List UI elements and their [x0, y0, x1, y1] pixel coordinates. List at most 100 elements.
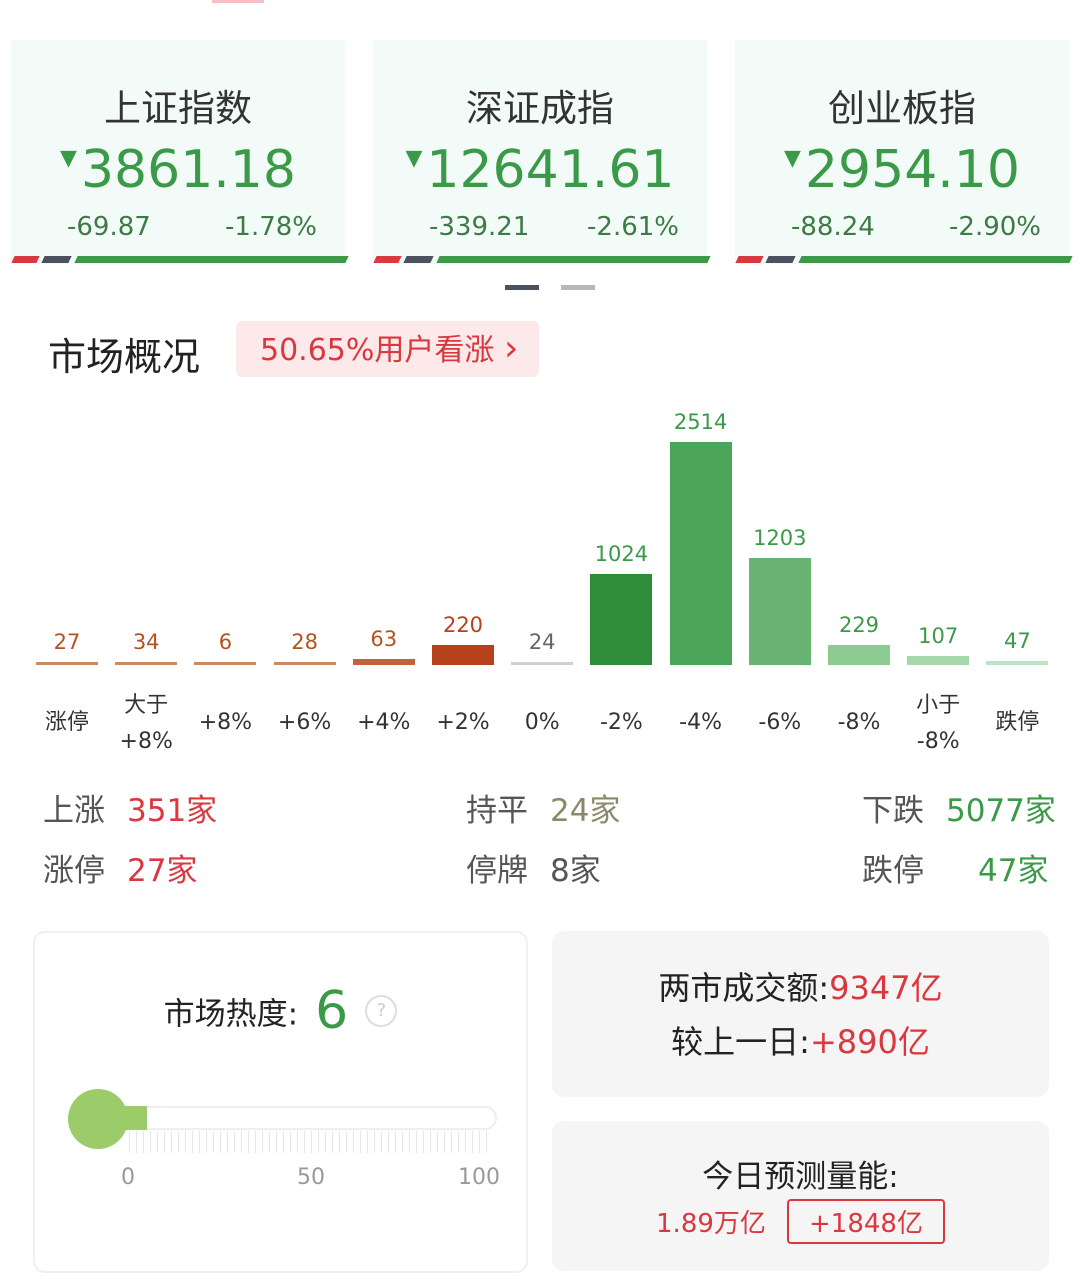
turnover-label: 两市成交额:	[658, 969, 830, 1007]
breadth-up	[11, 256, 40, 263]
index-card[interactable]: 上证指数 ▼3861.18 -69.87 -1.78%	[11, 40, 349, 264]
forecast-diff: +1848亿	[787, 1199, 945, 1244]
heat-value: 6	[315, 981, 349, 1041]
stat-label: 下跌	[862, 793, 924, 829]
bar-3[interactable]	[273, 662, 336, 665]
index-price: 2954.10	[804, 140, 1020, 200]
breadth-down	[74, 256, 349, 263]
heat-label: 市场热度:	[163, 996, 299, 1033]
bar-value: 24	[528, 630, 556, 654]
bar-5[interactable]	[432, 645, 494, 665]
stat-item: 跌停 47家	[862, 845, 1048, 890]
index-pct: -2.61%	[587, 212, 679, 242]
index-price-row: ▼12641.61	[373, 140, 707, 200]
category-label: -6%	[758, 710, 802, 735]
stat-label: 停牌	[466, 853, 528, 889]
breadth-up	[373, 256, 402, 263]
bar-12[interactable]	[986, 660, 1049, 665]
category-label: -8%	[837, 710, 881, 735]
bar-7[interactable]	[590, 574, 653, 665]
index-name: 深证成指	[466, 87, 614, 130]
category-label: -2%	[599, 710, 643, 735]
turnover-value: 9347亿	[829, 969, 943, 1007]
category-label: 跌停	[995, 710, 1040, 735]
stat-value: 5077家	[946, 793, 1056, 829]
category-label: 大于 +8%	[119, 693, 173, 754]
bar-2[interactable]	[194, 662, 257, 665]
index-change: -69.87	[67, 212, 151, 242]
bar-value: 63	[370, 627, 398, 652]
heat-fill	[125, 1106, 148, 1130]
bar-value: 27	[53, 630, 81, 654]
index-price: 3861.18	[80, 140, 296, 200]
category-label: +4%	[357, 710, 411, 735]
breadth-flat	[403, 256, 434, 263]
bar-0[interactable]	[36, 662, 98, 665]
bar-4[interactable]	[352, 659, 415, 665]
forecast-label: 今日预测量能:	[702, 1159, 899, 1195]
stat-label: 跌停	[862, 853, 924, 889]
category-label: 小于 -8%	[916, 693, 961, 754]
bar-1[interactable]	[115, 661, 178, 665]
stat-item: 持平 24家	[466, 785, 620, 830]
stat-label: 持平	[466, 793, 528, 829]
bar-8[interactable]	[669, 442, 732, 665]
heat-card: 市场热度: 6 ? 0 50 100	[33, 931, 528, 1273]
turnover-card: 两市成交额:9347亿 较上一日:+890亿	[552, 931, 1049, 1097]
bar-9[interactable]	[748, 558, 811, 665]
bar-value: 220	[442, 613, 484, 638]
bar-6[interactable]	[511, 662, 574, 665]
stat-item: 涨停 27家	[43, 845, 197, 890]
bar-value: 1203	[753, 526, 807, 551]
bar-value: 2514	[673, 410, 728, 434]
stat-value: 24家	[550, 793, 621, 829]
bar-10[interactable]	[828, 644, 890, 665]
forecast-value: 1.89万亿	[656, 1209, 766, 1239]
index-price-row: ▼3861.18	[11, 140, 345, 200]
breadth-bar	[373, 256, 711, 263]
page-dot[interactable]	[561, 285, 595, 290]
diff-label: 较上一日:	[671, 1023, 810, 1061]
category-label: +2%	[436, 710, 490, 735]
index-card[interactable]: 深证成指 ▼12641.61 -339.21 -2.61%	[373, 40, 711, 264]
bar-value: 107	[918, 623, 959, 648]
stat-item: 下跌 5077家	[862, 785, 1056, 830]
category-label: 0%	[524, 710, 560, 735]
index-pct: -2.90%	[949, 212, 1041, 242]
bar-value: 229	[838, 612, 880, 637]
heat-track	[125, 1106, 497, 1130]
breadth-bar	[11, 256, 349, 263]
index-change: -88.24	[791, 212, 875, 242]
index-card[interactable]: 创业板指 ▼2954.10 -88.24 -2.90%	[735, 40, 1073, 264]
stat-value: 351家	[127, 793, 218, 829]
chevron-right-icon: ›	[503, 328, 519, 369]
stat-label: 涨停	[43, 853, 105, 889]
tick-100: 100	[458, 1165, 500, 1190]
tick-0: 0	[121, 1165, 135, 1190]
page-dot-active[interactable]	[505, 285, 539, 290]
bar-11[interactable]	[907, 655, 970, 665]
bar-value: 1024	[594, 542, 649, 567]
index-price: 12641.61	[426, 140, 675, 200]
index-price-row: ▼2954.10	[735, 140, 1069, 200]
help-icon[interactable]: ?	[365, 995, 398, 1027]
stat-value: 27家	[127, 853, 198, 889]
forecast-card: 今日预测量能: 1.89万亿 +1848亿	[552, 1121, 1049, 1271]
category-label: +6%	[277, 710, 332, 735]
down-arrow-icon: ▼	[60, 146, 77, 171]
breadth-bar	[735, 256, 1073, 263]
diff-value: +890亿	[809, 1023, 930, 1061]
index-name: 上证指数	[104, 87, 252, 130]
breadth-flat	[41, 256, 72, 263]
tick-50: 50	[297, 1165, 325, 1190]
section-title: 市场概况	[48, 335, 201, 379]
top-tab-indicator	[212, 0, 264, 3]
breadth-down	[798, 256, 1073, 263]
bar-value: 34	[132, 629, 160, 654]
sentiment-button[interactable]: 50.65%用户看涨 ›	[236, 321, 539, 377]
bar-value: 6	[218, 630, 233, 654]
stat-value: 8家	[550, 853, 601, 889]
sentiment-text: 50.65%用户看涨	[260, 333, 495, 368]
stat-value: 47家	[978, 853, 1049, 889]
bar-value: 28	[291, 630, 318, 654]
